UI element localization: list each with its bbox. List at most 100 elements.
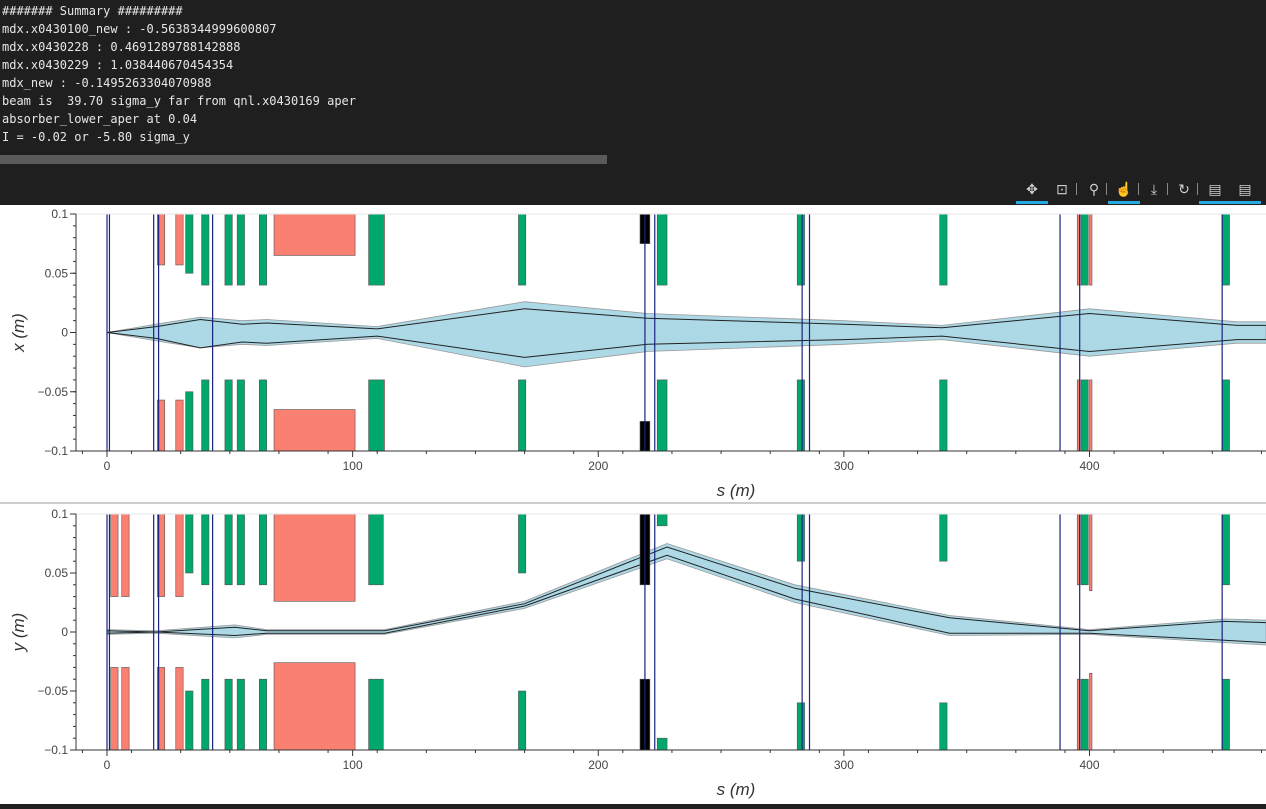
bend-element bbox=[1089, 214, 1093, 286]
tap-tool[interactable]: ☝ bbox=[1108, 180, 1140, 204]
quad-element bbox=[518, 214, 527, 286]
bend-element bbox=[273, 514, 356, 602]
toolbar-separator bbox=[1106, 183, 1107, 195]
toolbar-separator bbox=[1167, 183, 1168, 195]
quad-element bbox=[185, 214, 194, 274]
box-zoom-tool[interactable]: ⊡ bbox=[1050, 180, 1074, 198]
y-tick-label: 0.05 bbox=[45, 566, 69, 580]
bend-element bbox=[1089, 672, 1093, 750]
console-line: mdx.x0430229 : 1.038440670454354 bbox=[2, 58, 234, 72]
bend-element bbox=[273, 214, 356, 256]
quad-element bbox=[258, 214, 267, 286]
y-tick-label: −0.1 bbox=[44, 444, 68, 458]
quad-element bbox=[224, 514, 233, 586]
save-tool[interactable]: ⤓ bbox=[1142, 180, 1166, 198]
x-tick-label: 0 bbox=[104, 758, 111, 772]
x-tick-label: 300 bbox=[834, 459, 854, 473]
hover-tool-2[interactable]: ▤ bbox=[1229, 180, 1261, 204]
console-line: mdx.x0430228 : 0.4691289788142888 bbox=[2, 40, 241, 54]
quad-element bbox=[1080, 678, 1089, 750]
y-axis-label: y (m) bbox=[9, 613, 28, 653]
y-tick-label: 0 bbox=[61, 326, 68, 340]
quad-element bbox=[1080, 379, 1089, 451]
y-tick-label: −0.05 bbox=[38, 684, 69, 698]
quad-element bbox=[939, 214, 948, 286]
bend-element bbox=[121, 667, 130, 750]
console-line: beam is 39.70 sigma_y far from qnl.x0430… bbox=[2, 94, 357, 108]
quad-element bbox=[939, 379, 948, 451]
bend-element bbox=[273, 409, 356, 451]
pan-icon: ✥ bbox=[1026, 181, 1038, 197]
quad-element bbox=[656, 379, 668, 451]
quad-element bbox=[1221, 214, 1230, 286]
quad-element bbox=[656, 514, 668, 527]
quad-element bbox=[518, 514, 527, 574]
quad-element bbox=[368, 678, 384, 750]
quad-element bbox=[518, 379, 527, 451]
console-line: I = -0.02 or -5.80 sigma_y bbox=[2, 130, 190, 144]
bend-element bbox=[273, 662, 356, 750]
console-line: ####### Summary ######### bbox=[2, 4, 183, 18]
plots-svg[interactable]: −0.1 −0.05 0 0.05 0.1 0 100 200 300 400 s (m) x (m)… bbox=[0, 205, 1266, 804]
y-tick-label: −0.05 bbox=[38, 385, 69, 399]
x-tick-label: 100 bbox=[343, 459, 363, 473]
quad-element bbox=[656, 214, 668, 286]
quad-element bbox=[1221, 678, 1230, 750]
quad-element bbox=[236, 379, 245, 451]
y-tick-label: 0 bbox=[61, 625, 68, 639]
quad-element bbox=[236, 214, 245, 286]
bend-element bbox=[157, 214, 166, 266]
y-tick-label: 0.1 bbox=[51, 207, 68, 221]
quad-element bbox=[224, 214, 233, 286]
quad-element bbox=[368, 214, 384, 286]
horizontal-scrollbar[interactable] bbox=[0, 155, 607, 164]
x-tick-label: 300 bbox=[834, 758, 854, 772]
y-axis-label: x (m) bbox=[9, 313, 28, 353]
bend-element bbox=[175, 399, 184, 451]
quad-element bbox=[185, 391, 194, 451]
console-line: absorber_lower_aper at 0.04 bbox=[2, 112, 198, 126]
quad-element bbox=[236, 514, 245, 586]
plot-area: −0.1 −0.05 0 0.05 0.1 0 100 200 300 400 s (m) x (m)… bbox=[0, 205, 1266, 804]
bend-element bbox=[110, 514, 119, 597]
quad-element bbox=[185, 690, 194, 750]
plot-body bbox=[106, 514, 1266, 750]
bend-element bbox=[175, 514, 184, 597]
quad-element bbox=[258, 379, 267, 451]
box-zoom-icon: ⊡ bbox=[1056, 181, 1068, 197]
quad-element bbox=[201, 214, 210, 286]
console-text: ####### Summary ######### mdx.x0430100_n… bbox=[2, 2, 356, 146]
quad-element bbox=[201, 678, 210, 750]
quad-element bbox=[224, 379, 233, 451]
toolbar-separator bbox=[1138, 183, 1139, 195]
x-tick-label: 200 bbox=[588, 758, 608, 772]
x-tick-label: 0 bbox=[104, 459, 111, 473]
bend-element bbox=[1089, 514, 1093, 591]
quad-element bbox=[368, 379, 384, 451]
reset-icon: ↻ bbox=[1178, 181, 1190, 197]
quad-element bbox=[201, 514, 210, 586]
beam-envelope bbox=[106, 308, 1266, 358]
save-icon: ⤓ bbox=[1150, 181, 1158, 197]
quad-element bbox=[224, 678, 233, 750]
bend-element bbox=[175, 667, 184, 750]
wheel-zoom-tool[interactable]: ⚲ bbox=[1082, 180, 1106, 198]
hover-icon: ▤ bbox=[1208, 181, 1222, 197]
hover-tool-1[interactable]: ▤ bbox=[1199, 180, 1231, 204]
pan-tool[interactable]: ✥ bbox=[1016, 180, 1048, 204]
reset-tool[interactable]: ↻ bbox=[1172, 180, 1196, 198]
quad-element bbox=[258, 514, 267, 586]
quad-element bbox=[236, 678, 245, 750]
x-tick-label: 100 bbox=[343, 758, 363, 772]
quad-element bbox=[368, 514, 384, 586]
quad-element bbox=[201, 379, 210, 451]
bend-element bbox=[157, 399, 166, 451]
quad-element bbox=[939, 702, 948, 750]
tap-icon: ☝ bbox=[1115, 181, 1133, 197]
toolbar-separator bbox=[1197, 183, 1198, 195]
console-line: mdx.x0430100_new : -0.5638344999600807 bbox=[2, 22, 277, 36]
quad-element bbox=[796, 702, 805, 750]
quad-element bbox=[185, 514, 194, 574]
bend-element bbox=[110, 667, 119, 750]
y-tick-label: 0.1 bbox=[51, 507, 68, 521]
